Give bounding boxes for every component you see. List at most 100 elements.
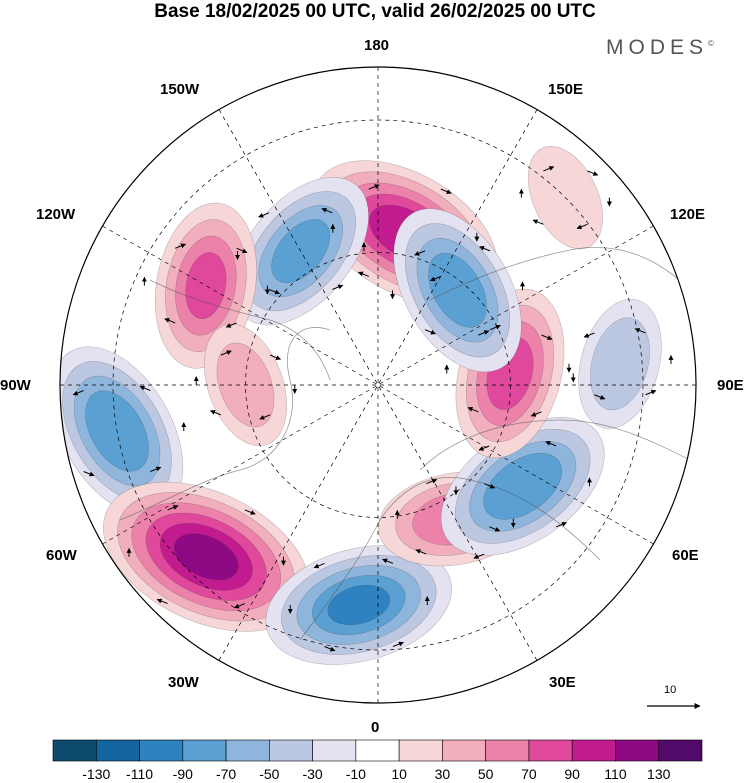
colorbar-tick-label: 10 [391, 766, 407, 782]
colorbar-swatch-9 [442, 739, 486, 762]
colorbar-tick-label: -30 [302, 766, 323, 782]
colorbar-swatch-2 [139, 739, 184, 762]
meridian-60 [102, 225, 654, 545]
colorbar-swatch-0 [52, 739, 97, 762]
colorbar-swatch-3 [182, 739, 227, 762]
coastline-2 [299, 477, 601, 641]
wind-arrow [174, 243, 186, 249]
label-120e: 120E [670, 206, 706, 223]
meridian-30 [218, 109, 538, 661]
label-90w: 90W [0, 377, 31, 394]
colorbar-tick-label: -10 [345, 766, 366, 782]
wind-arrow [368, 184, 380, 190]
wind-arrow [478, 330, 490, 336]
wind-arrow [532, 219, 544, 225]
colorbar-tick-label: -130 [82, 766, 111, 782]
wind-arrow [479, 246, 491, 252]
colorbar-tick-label: 130 [647, 766, 671, 782]
wind-arrow [424, 329, 436, 335]
wind-arrow [220, 350, 232, 356]
wind-arrow [414, 250, 426, 256]
label-180: 180 [364, 37, 390, 54]
colorbar-swatch-14 [658, 739, 703, 762]
label-120w: 120W [36, 206, 76, 223]
wind-arrow [269, 354, 281, 360]
reference-vector-label: 10 [664, 684, 677, 696]
anomaly-ridge-central-atlantic [103, 481, 310, 632]
label-30e: 30E [549, 674, 576, 691]
wind-arrow [583, 332, 595, 338]
wind-arrow [357, 271, 370, 277]
modes-logo: MODES© [606, 36, 714, 60]
wind-arrow [234, 603, 246, 609]
colorbar-tick-label: 30 [434, 766, 451, 782]
wind-arrow [382, 558, 394, 564]
wind-arrow [489, 526, 501, 532]
colorbar-swatch-13 [615, 739, 660, 762]
colorbar-tick-label: 50 [477, 766, 494, 782]
wind-arrow [225, 322, 237, 328]
wind-arrow [268, 289, 280, 295]
wind-arrow [150, 466, 162, 472]
label-150w: 150W [160, 81, 200, 98]
label-60w: 60W [46, 547, 77, 564]
wind-arrow [313, 563, 325, 569]
wind-arrow [489, 324, 501, 331]
colorbar-tick-label: 110 [604, 766, 627, 782]
logo-text: MODES [606, 36, 709, 59]
pole-cap [355, 327, 431, 403]
wind-arrow [332, 284, 344, 290]
wind-arrow [83, 471, 95, 477]
wind-arrow [259, 414, 271, 420]
wind-arrow [440, 188, 452, 194]
wind-arrow [543, 166, 555, 172]
wind-arrow [555, 521, 567, 528]
wind-arrow [587, 170, 599, 176]
colorbar-swatch-10 [485, 739, 530, 762]
wind-arrow [415, 549, 427, 555]
wind-arrow [645, 389, 657, 396]
wind-arrow [244, 509, 256, 515]
label-90e: 90E [717, 377, 744, 394]
colorbar-swatch-6 [312, 739, 357, 762]
wind-arrow [545, 441, 557, 447]
chart-title: Base 18/02/2025 00 UTC, valid 26/02/2025… [154, 1, 596, 22]
colorbar-tick-label: -110 [126, 766, 154, 782]
wind-arrow [258, 212, 270, 218]
colorbar-swatch-4 [225, 739, 270, 762]
coastline-3 [419, 419, 691, 471]
colorbar-swatch-12 [571, 739, 616, 762]
wind-arrow [634, 328, 646, 334]
meridian-150 [218, 109, 538, 661]
map-boundary [59, 66, 697, 704]
wind-arrow [541, 334, 553, 340]
wind-arrow [72, 390, 84, 396]
wind-arrow [530, 411, 542, 417]
colorbar-tick-label: 70 [521, 766, 537, 782]
anomaly-trough-iberia [265, 545, 452, 665]
colorbar-swatch-7 [355, 739, 400, 762]
wind-arrow [167, 505, 179, 511]
wind-arrow [594, 394, 606, 400]
wind-arrow [210, 410, 222, 416]
wind-arrow [478, 445, 490, 451]
label-150e: 150E [548, 81, 584, 98]
wind-arrow [429, 275, 442, 282]
wind-arrow [467, 406, 479, 413]
colorbar-tick-label: 90 [564, 766, 580, 782]
wind-arrow [426, 478, 438, 485]
anomaly-trough-east-siberia [393, 208, 522, 373]
coastline-4 [429, 247, 691, 301]
label-30w: 30W [168, 674, 199, 691]
wind-arrow [321, 207, 333, 214]
colorbar-swatch-11 [528, 739, 573, 762]
coastline-1 [149, 279, 331, 381]
colorbar-tick-label: -90 [172, 766, 193, 782]
colorbar-swatch-8 [398, 739, 443, 762]
wind-arrow [576, 223, 588, 230]
wind-arrow [156, 598, 168, 605]
wind-arrow [473, 553, 485, 559]
meridian-120 [102, 225, 654, 545]
